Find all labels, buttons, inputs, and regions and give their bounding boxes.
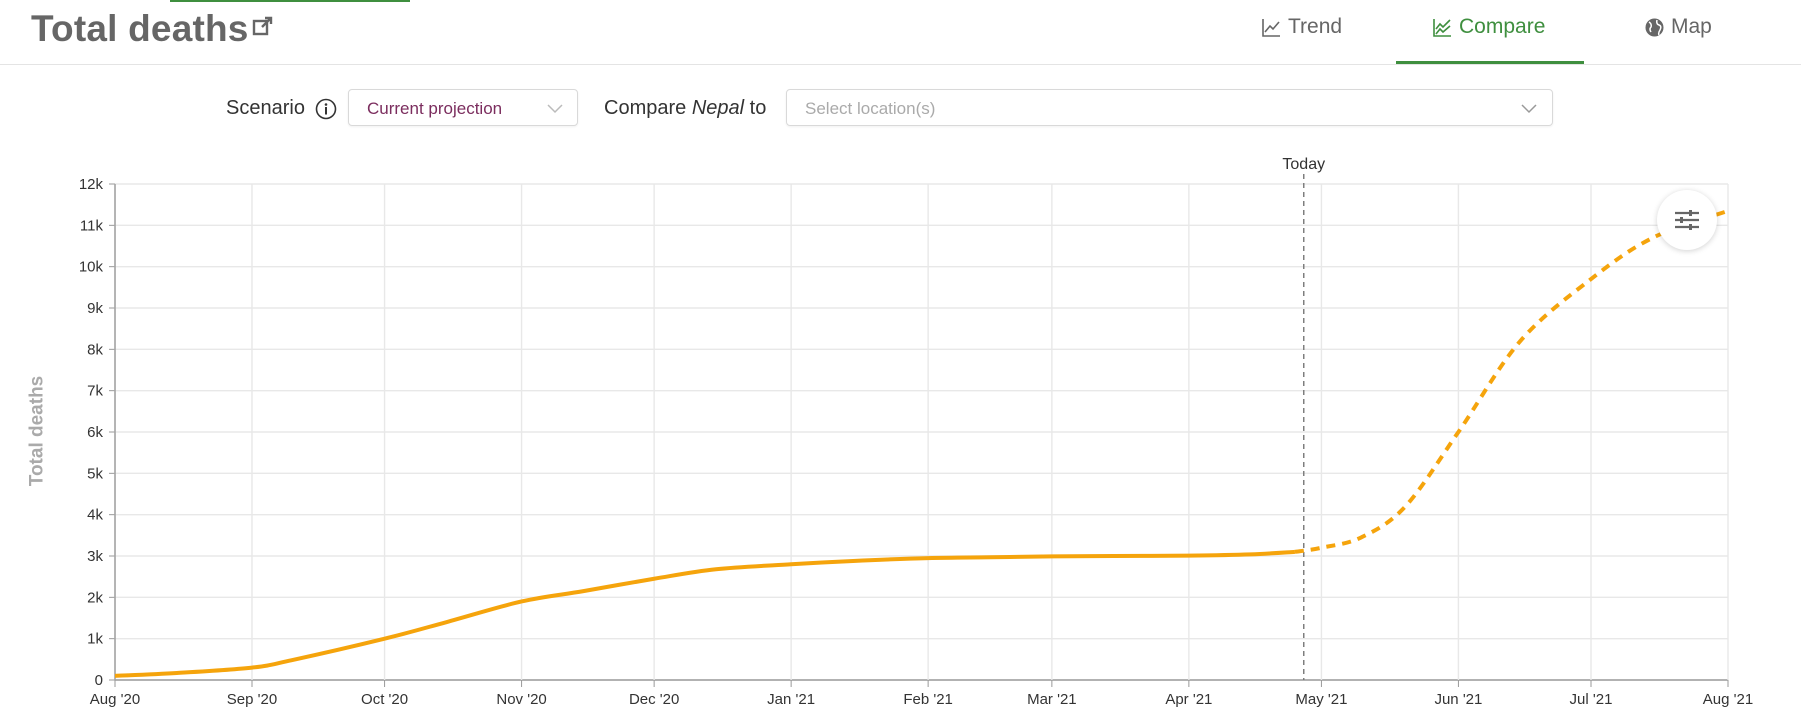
y-tick-label: 0 bbox=[95, 672, 103, 689]
y-tick-label: 7k bbox=[87, 383, 103, 400]
y-tick-label: 11k bbox=[80, 217, 104, 234]
y-tick-label: 5k bbox=[87, 465, 103, 482]
x-tick-label: Apr '21 bbox=[1165, 691, 1212, 708]
location-placeholder: Select location(s) bbox=[805, 99, 936, 118]
x-tick-label: May '21 bbox=[1295, 691, 1347, 708]
compare-location: Nepal bbox=[691, 97, 745, 119]
info-icon[interactable] bbox=[315, 98, 337, 120]
header: Total deaths Trend Compare Map bbox=[0, 0, 1801, 65]
today-label: Today bbox=[1282, 156, 1325, 173]
external-link-icon[interactable] bbox=[252, 15, 274, 37]
y-tick-label: 10k bbox=[79, 259, 104, 276]
compare-suffix: to bbox=[749, 97, 767, 119]
projection-series-line bbox=[1294, 208, 1729, 554]
tab-map-label: Map bbox=[1671, 15, 1712, 38]
tab-compare-label: Compare bbox=[1459, 15, 1546, 38]
compare-chart-icon bbox=[1433, 18, 1451, 37]
y-tick-label: 3k bbox=[87, 548, 103, 565]
tab-compare[interactable]: Compare bbox=[1432, 15, 1545, 39]
y-tick-label: 8k bbox=[87, 341, 103, 358]
x-tick-label: Aug '20 bbox=[90, 691, 140, 708]
x-tick-label: Oct '20 bbox=[361, 691, 408, 708]
scenario-value: Current projection bbox=[367, 99, 503, 118]
y-tick-label: 2k bbox=[87, 589, 103, 606]
location-select[interactable]: Select location(s) bbox=[786, 89, 1553, 126]
y-tick-label: 4k bbox=[87, 507, 103, 524]
globe-icon bbox=[1645, 18, 1664, 36]
x-tick-label: Nov '20 bbox=[496, 691, 546, 708]
compare-label: Compare Nepal to bbox=[604, 97, 766, 120]
compare-prefix: Compare bbox=[604, 97, 687, 119]
y-tick-label: 9k bbox=[87, 300, 103, 317]
page-title: Total deaths bbox=[31, 8, 249, 49]
x-tick-label: Jun '21 bbox=[1434, 691, 1482, 708]
x-tick-label: Aug '21 bbox=[1703, 691, 1753, 708]
chevron-down-icon bbox=[547, 104, 563, 114]
tab-trend[interactable]: Trend bbox=[1261, 15, 1342, 39]
line-chart-icon bbox=[1262, 18, 1280, 37]
y-tick-label: 12k bbox=[79, 176, 104, 193]
x-tick-label: Feb '21 bbox=[903, 691, 953, 708]
x-tick-label: Jul '21 bbox=[1570, 691, 1613, 708]
historical-series-line bbox=[114, 549, 1296, 678]
y-tick-label: 1k bbox=[87, 631, 103, 648]
y-tick-label: 6k bbox=[87, 424, 103, 441]
tab-map[interactable]: Map bbox=[1644, 15, 1712, 39]
scenario-select[interactable]: Current projection bbox=[348, 89, 578, 126]
active-tab-indicator bbox=[1396, 61, 1584, 64]
sliders-icon bbox=[1675, 210, 1699, 230]
tab-trend-label: Trend bbox=[1288, 15, 1343, 38]
x-tick-label: Jan '21 bbox=[767, 691, 815, 708]
controls-bar: Scenario Current projection Compare Nepa… bbox=[0, 89, 1801, 129]
scenario-label: Scenario bbox=[226, 97, 305, 119]
top-accent-bar bbox=[170, 0, 410, 2]
x-tick-label: Mar '21 bbox=[1027, 691, 1077, 708]
x-tick-label: Sep '20 bbox=[227, 691, 277, 708]
x-tick-label: Dec '20 bbox=[629, 691, 679, 708]
chart-settings-button[interactable] bbox=[1657, 190, 1717, 250]
chevron-down-icon bbox=[1521, 104, 1537, 114]
